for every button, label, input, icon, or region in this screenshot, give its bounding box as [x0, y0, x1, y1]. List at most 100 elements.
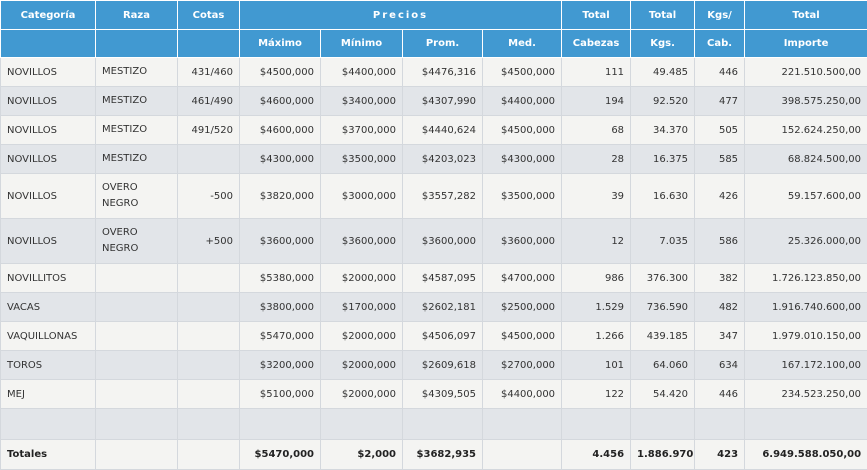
- cell-raza: [95, 321, 178, 351]
- cell-cabezas: 28: [561, 144, 632, 174]
- header-precios: Precios: [238, 0, 563, 30]
- totals-label: Totales: [0, 439, 96, 470]
- cell-kgs: 16.630: [630, 173, 696, 219]
- cell-prom: $3557,282: [402, 173, 483, 219]
- cell-minimo: $3600,000: [320, 218, 403, 264]
- cell-cotas: -500: [177, 173, 240, 219]
- cell-maximo: $3200,000: [239, 350, 321, 380]
- cell-kgs-cab: 446: [694, 57, 746, 87]
- cell-importe: 234.523.250,00: [744, 379, 867, 409]
- header-total-importe: Total: [744, 0, 867, 30]
- cell-cabezas: 12: [561, 218, 632, 264]
- cell-prom: $2602,181: [402, 292, 483, 322]
- cell-cotas: 491/520: [177, 115, 240, 145]
- totals-blank: [95, 439, 178, 470]
- cell-kgs: 64.060: [630, 350, 696, 380]
- header-kgs: Kgs.: [630, 29, 696, 58]
- cell-importe: 398.575.250,00: [744, 86, 867, 116]
- table-row: VACAS $3800,000 $1700,000 $2602,181 $2500,00…: [0, 292, 867, 322]
- cell-cabezas: 122: [561, 379, 632, 409]
- table-row: MEJ $5100,000 $2000,000 $4309,505 $4400,000 1…: [0, 379, 867, 409]
- table-row: NOVILLOS MESTIZO 431/460 $4500,000 $4400,000…: [0, 57, 867, 87]
- cell-minimo: $2000,000: [320, 350, 403, 380]
- cell-cabezas: 1.529: [561, 292, 632, 322]
- cell-kgs: 439.185: [630, 321, 696, 351]
- cell-raza: MESTIZO: [95, 86, 178, 116]
- header-cotas: Cotas: [177, 0, 240, 30]
- header-minimo: Mínimo: [320, 29, 403, 58]
- cell-cabezas: 1.266: [561, 321, 632, 351]
- cell-med: $3500,000: [481, 173, 563, 219]
- cell-categoria: NOVILLOS: [0, 115, 96, 145]
- empty-cell: [320, 408, 403, 440]
- table-row: NOVILLOS MESTIZO 491/520 $4600,000 $3700,000…: [0, 115, 867, 145]
- cell-med: $4700,000: [481, 263, 563, 293]
- cell-categoria: NOVILLITOS: [0, 263, 96, 293]
- cell-prom: $3600,000: [402, 218, 483, 264]
- cell-kgs: 7.035: [630, 218, 696, 264]
- table-row: VAQUILLONAS $5470,000 $2000,000 $4506,097 $4…: [0, 321, 867, 351]
- cell-maximo: $3800,000: [239, 292, 321, 322]
- cell-kgs: 49.485: [630, 57, 696, 87]
- cell-kgs-cab: 446: [694, 379, 746, 409]
- empty-cell: [177, 408, 240, 440]
- header-kgs-cab: Kgs/: [694, 0, 746, 30]
- cell-categoria: NOVILLOS: [0, 57, 96, 87]
- cell-categoria: NOVILLOS: [0, 144, 96, 174]
- empty-cell: [744, 408, 867, 440]
- cell-cabezas: 111: [561, 57, 632, 87]
- cell-kgs: 736.590: [630, 292, 696, 322]
- cell-categoria: NOVILLOS: [0, 173, 96, 219]
- table-row: NOVILLOS MESTIZO 461/490 $4600,000 $3400,000…: [0, 86, 867, 116]
- cell-prom: $4307,990: [402, 86, 483, 116]
- cell-importe: 1.979.010.150,00: [744, 321, 867, 351]
- cell-importe: 25.326.000,00: [744, 218, 867, 264]
- cell-prom: $4203,023: [402, 144, 483, 174]
- cell-kgs: 376.300: [630, 263, 696, 293]
- header-maximo: Máximo: [239, 29, 321, 58]
- cell-maximo: $4500,000: [239, 57, 321, 87]
- totals-maximo: $5470,000: [239, 439, 321, 470]
- header-med: Med.: [481, 29, 563, 58]
- totals-med: [481, 439, 563, 470]
- header-importe: Importe: [744, 29, 867, 58]
- cell-cabezas: 39: [561, 173, 632, 219]
- cell-minimo: $2000,000: [320, 379, 403, 409]
- cell-maximo: $5100,000: [239, 379, 321, 409]
- totals-blank: [177, 439, 240, 470]
- totals-importe: 6.949.588.050,00: [744, 439, 867, 470]
- cell-maximo: $3820,000: [239, 173, 321, 219]
- header-blank: [95, 29, 178, 58]
- cell-kgs-cab: 586: [694, 218, 746, 264]
- cell-cotas: [177, 350, 240, 380]
- cell-minimo: $3700,000: [320, 115, 403, 145]
- empty-cell: [481, 408, 563, 440]
- cell-importe: 167.172.100,00: [744, 350, 867, 380]
- header-row-2: Máximo Mínimo Prom. Med. Cabezas Kgs. Ca…: [0, 29, 867, 58]
- cell-categoria: NOVILLOS: [0, 218, 96, 264]
- header-prom: Prom.: [402, 29, 483, 58]
- header-blank: [0, 29, 96, 58]
- cell-raza: OVERO NEGRO: [95, 173, 178, 219]
- cell-cotas: [177, 379, 240, 409]
- cell-importe: 59.157.600,00: [744, 173, 867, 219]
- cell-categoria: MEJ: [0, 379, 96, 409]
- cell-kgs: 54.420: [630, 379, 696, 409]
- cell-cotas: [177, 144, 240, 174]
- table-row: NOVILLOS OVERO NEGRO +500 $3600,000 $3600,00…: [0, 218, 867, 264]
- cell-cotas: [177, 321, 240, 351]
- totals-minimo: $2,000: [320, 439, 403, 470]
- table-body: NOVILLOS MESTIZO 431/460 $4500,000 $4400,000…: [0, 57, 867, 440]
- table-header: Categoría Raza Cotas Precios Total Total…: [0, 0, 867, 58]
- header-row-1: Categoría Raza Cotas Precios Total Total…: [0, 0, 867, 30]
- cell-importe: 1.916.740.600,00: [744, 292, 867, 322]
- cell-prom: $4440,624: [402, 115, 483, 145]
- header-raza: Raza: [95, 0, 178, 30]
- header-categoria: Categoría: [0, 0, 96, 30]
- cell-prom: $4309,505: [402, 379, 483, 409]
- empty-cell: [630, 408, 696, 440]
- cell-categoria: VACAS: [0, 292, 96, 322]
- empty-cell: [0, 408, 96, 440]
- cell-cotas: [177, 292, 240, 322]
- cell-cabezas: 101: [561, 350, 632, 380]
